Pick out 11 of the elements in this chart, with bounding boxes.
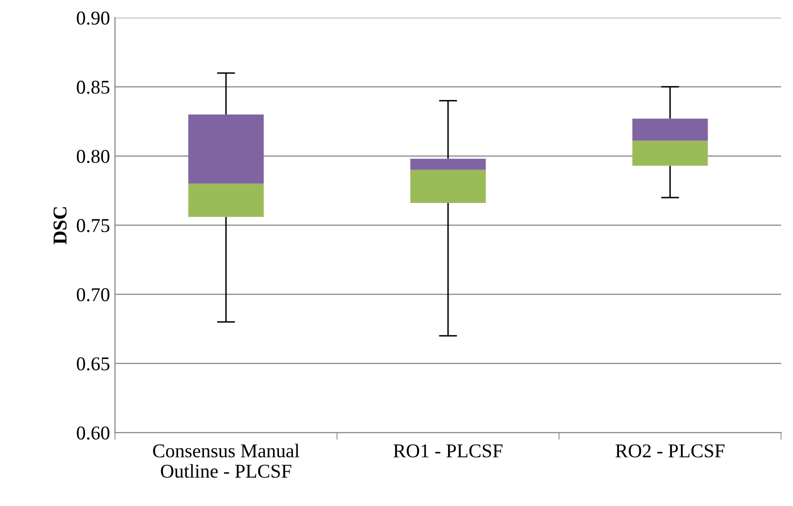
y-axis-title: DSC [54, 207, 67, 244]
y-tick-label: 0.65 [76, 357, 110, 370]
y-tick-label: 0.70 [76, 288, 110, 302]
y-tick-label: 0.60 [76, 426, 110, 440]
x-tick-label: RO1 - PLCSF [393, 444, 502, 458]
y-tick-label: 0.85 [76, 80, 110, 94]
y-tick-label: 0.90 [76, 12, 110, 25]
y-tick-label: 0.80 [76, 150, 110, 164]
y-tick-label: 0.75 [76, 218, 110, 232]
x-tick-label: Consensus Manual Outline - PLCSF [153, 444, 300, 478]
x-tick-label: RO2 - PLCSF [616, 444, 724, 458]
